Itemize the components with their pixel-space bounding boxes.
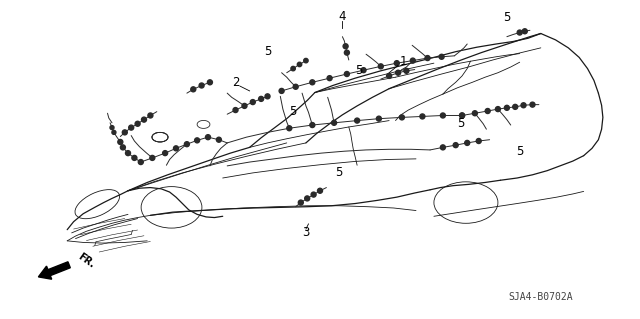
Circle shape	[216, 137, 221, 142]
Circle shape	[287, 126, 292, 131]
Circle shape	[205, 135, 211, 140]
Circle shape	[404, 68, 409, 73]
Circle shape	[291, 66, 295, 71]
Text: 4: 4	[339, 10, 346, 23]
Circle shape	[233, 108, 238, 113]
Circle shape	[304, 58, 308, 63]
Circle shape	[387, 73, 392, 78]
Circle shape	[327, 76, 332, 81]
Circle shape	[163, 151, 168, 156]
Circle shape	[125, 151, 131, 156]
Circle shape	[173, 146, 179, 151]
Circle shape	[120, 145, 125, 150]
Circle shape	[396, 70, 401, 75]
Circle shape	[517, 30, 522, 35]
Circle shape	[344, 71, 349, 77]
Circle shape	[191, 87, 196, 92]
Circle shape	[394, 61, 399, 66]
Text: 5: 5	[335, 166, 343, 179]
Circle shape	[184, 142, 189, 147]
Circle shape	[135, 121, 140, 126]
Circle shape	[129, 125, 134, 130]
Circle shape	[310, 80, 315, 85]
Circle shape	[279, 88, 284, 93]
Circle shape	[399, 115, 404, 120]
Circle shape	[305, 196, 310, 201]
Circle shape	[265, 94, 270, 99]
Circle shape	[148, 113, 153, 118]
Circle shape	[298, 62, 301, 67]
Text: 2: 2	[232, 77, 239, 89]
Circle shape	[343, 44, 348, 49]
Circle shape	[310, 122, 315, 128]
Circle shape	[472, 111, 477, 116]
Circle shape	[118, 139, 123, 145]
Circle shape	[112, 130, 116, 134]
Circle shape	[495, 107, 500, 112]
Circle shape	[376, 116, 381, 121]
Circle shape	[460, 113, 465, 118]
Text: FR.: FR.	[76, 252, 96, 270]
Circle shape	[530, 102, 535, 107]
FancyArrow shape	[38, 262, 70, 279]
Text: 1: 1	[399, 55, 407, 68]
Circle shape	[132, 155, 137, 160]
Text: 5: 5	[289, 105, 297, 118]
Circle shape	[420, 114, 425, 119]
Text: 5: 5	[516, 145, 524, 158]
Circle shape	[440, 113, 445, 118]
Circle shape	[344, 50, 349, 55]
Circle shape	[317, 188, 323, 193]
Text: 5: 5	[355, 64, 362, 77]
Text: SJA4-B0702A: SJA4-B0702A	[509, 292, 573, 302]
Text: 5: 5	[503, 11, 511, 24]
Circle shape	[122, 130, 127, 135]
Circle shape	[199, 83, 204, 88]
Text: 5: 5	[264, 45, 271, 58]
Circle shape	[110, 126, 114, 130]
Circle shape	[242, 103, 247, 108]
Circle shape	[195, 138, 200, 143]
Circle shape	[485, 108, 490, 114]
Circle shape	[150, 155, 155, 160]
Circle shape	[439, 54, 444, 59]
Circle shape	[378, 64, 383, 69]
Circle shape	[311, 192, 316, 197]
Circle shape	[293, 84, 298, 89]
Circle shape	[259, 96, 264, 101]
Text: 3: 3	[302, 226, 310, 239]
Circle shape	[207, 80, 212, 85]
Circle shape	[332, 120, 337, 125]
Circle shape	[355, 118, 360, 123]
Circle shape	[476, 138, 481, 144]
Circle shape	[460, 113, 465, 118]
Circle shape	[361, 68, 366, 73]
Circle shape	[522, 29, 527, 34]
Circle shape	[250, 100, 255, 105]
Circle shape	[513, 104, 518, 109]
Circle shape	[425, 56, 430, 61]
Circle shape	[465, 140, 470, 145]
Circle shape	[410, 58, 415, 63]
Text: 5: 5	[457, 117, 465, 130]
Circle shape	[440, 145, 445, 150]
Circle shape	[138, 160, 143, 165]
Circle shape	[298, 200, 303, 205]
Circle shape	[521, 103, 526, 108]
Circle shape	[453, 143, 458, 148]
Circle shape	[141, 117, 147, 122]
Circle shape	[504, 105, 509, 110]
